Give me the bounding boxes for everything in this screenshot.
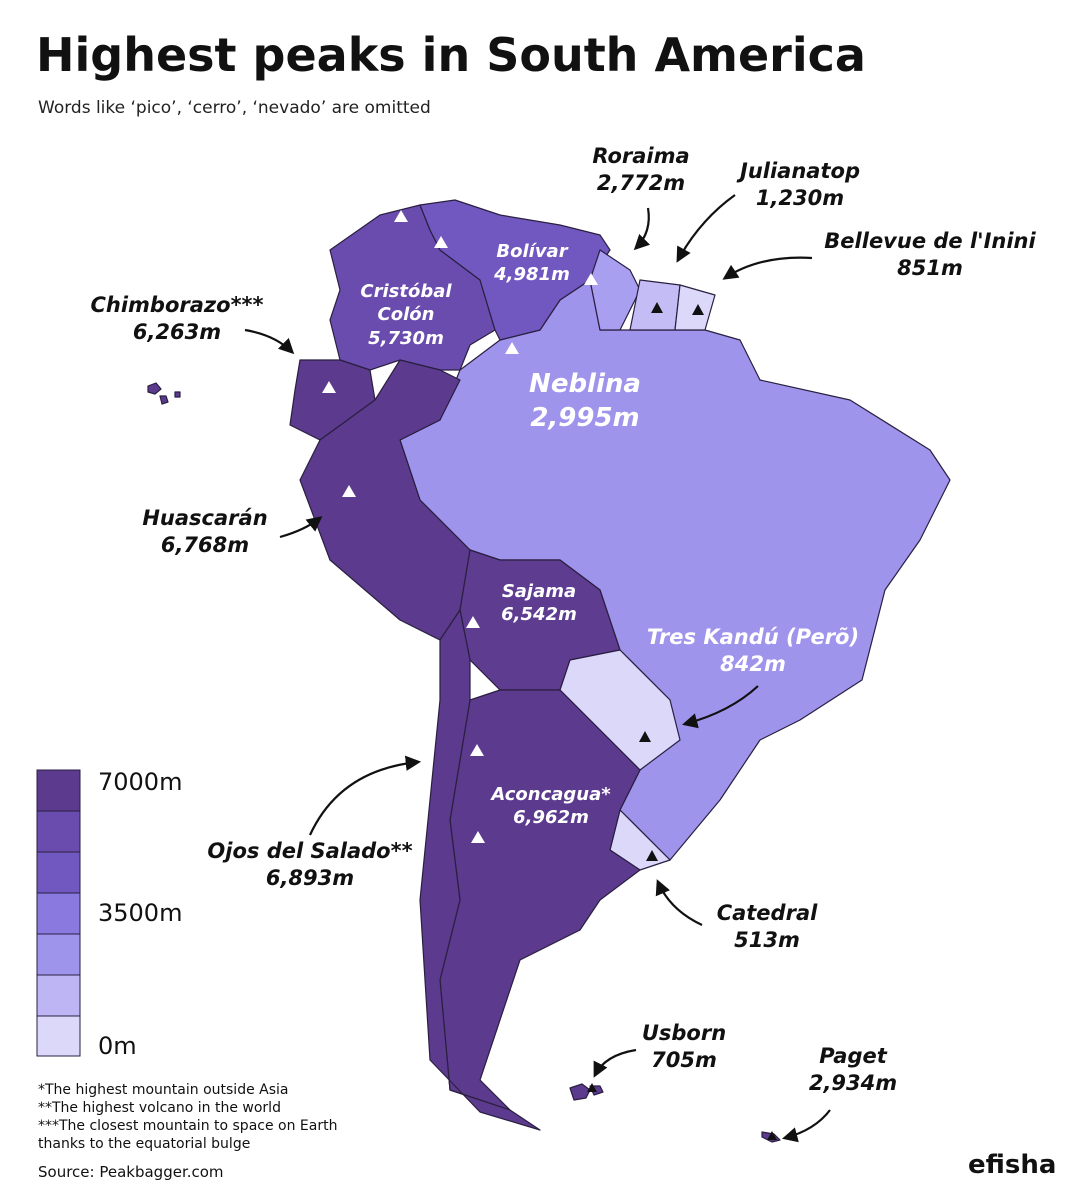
peak-name: Neblina <box>529 369 641 399</box>
peak-elevation: 6,542m <box>501 604 577 626</box>
peak-name: Cristóbal Colón <box>360 281 452 326</box>
peak-name: Roraima <box>592 144 690 168</box>
brand: efisha <box>968 1150 1057 1180</box>
peak-label: Catedral 513m <box>717 900 818 955</box>
countries <box>147 199 951 1143</box>
legend-label: 3500m <box>98 899 183 927</box>
peak-label: Paget 2,934m <box>809 1043 897 1098</box>
peak-label: Huascarán 6,768m <box>142 505 267 560</box>
legend-swatch <box>36 892 81 935</box>
peak-label: Usborn 705m <box>642 1020 726 1075</box>
peak-name: Sajama <box>501 581 577 602</box>
peak-name: Tres Kandú (Perõ) <box>646 625 860 649</box>
peak-label: Cristóbal Colón 5,730m <box>351 280 461 350</box>
arrow <box>722 256 813 280</box>
title: Highest peaks in South America <box>36 28 866 82</box>
peak-name: Bellevue de l'Inini <box>824 229 1036 253</box>
peak-label: Chimborazo*** 6,263m <box>90 292 263 347</box>
peak-name: Aconcagua* <box>491 784 611 805</box>
peak-name: Ojos del Salado** <box>207 839 413 863</box>
legend-label: 0m <box>98 1032 137 1060</box>
peak-label: Julianatop 1,230m <box>740 158 860 213</box>
peak-elevation: 705m <box>651 1048 717 1073</box>
galapagos <box>147 382 181 405</box>
peak-name: Catedral <box>716 901 818 925</box>
peak-label: Tres Kandú (Perõ) 842m <box>647 624 859 679</box>
falklands <box>569 1083 604 1101</box>
arrow <box>593 1048 637 1078</box>
legend-scale <box>36 769 81 1057</box>
arrows <box>244 194 831 1143</box>
peak-elevation: 842m <box>720 652 786 677</box>
peak-label: Bolívar 4,981m <box>494 240 570 287</box>
footnote: ***The closest mountain to space on Eart… <box>38 1118 338 1152</box>
peak-label: Aconcagua* 6,962m <box>491 783 610 830</box>
legend-swatch <box>36 1015 81 1057</box>
arrow <box>279 516 323 539</box>
argentina <box>439 689 641 1111</box>
peak-elevation: 4,981m <box>494 264 570 286</box>
french-guiana <box>674 284 716 331</box>
peak-elevation: 6,263m <box>132 320 222 345</box>
source: Source: Peakbagger.com <box>38 1163 224 1181</box>
peak-label: Sajama 6,542m <box>501 580 577 627</box>
arrow <box>682 685 759 729</box>
peak-elevation: 2,772m <box>596 171 686 196</box>
peak-label: Neblina 2,995m <box>529 368 641 436</box>
peak-elevation: 2,995m <box>530 402 640 433</box>
peak-name: Usborn <box>641 1021 727 1045</box>
peak-label: Ojos del Salado** 6,893m <box>207 838 412 893</box>
venezuela <box>419 199 611 341</box>
peak-elevation: 6,962m <box>513 807 589 829</box>
arrow <box>782 1109 831 1143</box>
arrow <box>309 755 422 836</box>
legend-swatch <box>36 933 81 976</box>
legend-swatch <box>36 769 81 812</box>
peru <box>299 359 471 641</box>
legend-swatch <box>36 974 81 1017</box>
legend-swatch <box>36 851 81 894</box>
peak-elevation: 5,730m <box>368 327 444 349</box>
arrow <box>244 328 295 355</box>
legend-swatch <box>36 810 81 853</box>
peak-name: Huascarán <box>142 506 268 530</box>
peak-elevation: 1,230m <box>755 186 845 211</box>
peak-label: Bellevue de l'Inini 851m <box>824 228 1035 283</box>
peak-elevation: 851m <box>897 256 963 281</box>
arrow <box>676 194 736 263</box>
arrow <box>633 207 651 251</box>
chile <box>419 609 541 1131</box>
legend-label: 7000m <box>98 768 183 796</box>
peak-elevation: 6,768m <box>160 533 250 558</box>
subtitle: Words like ‘pico’, ‘cerro’, ‘nevado’ are… <box>38 98 431 118</box>
peak-name: Paget <box>819 1044 887 1068</box>
footnote: **The highest volcano in the world <box>38 1100 281 1116</box>
peak-name: Chimborazo*** <box>90 293 264 317</box>
arrow <box>655 879 703 926</box>
footnote: *The highest mountain outside Asia <box>38 1082 289 1098</box>
peak-name: Julianatop <box>740 159 860 183</box>
peak-elevation: 6,893m <box>265 866 355 891</box>
peak-elevation: 2,934m <box>808 1071 898 1096</box>
peak-label: Roraima 2,772m <box>592 143 689 198</box>
peak-elevation: 513m <box>734 928 800 953</box>
peak-name: Bolívar <box>496 241 568 262</box>
